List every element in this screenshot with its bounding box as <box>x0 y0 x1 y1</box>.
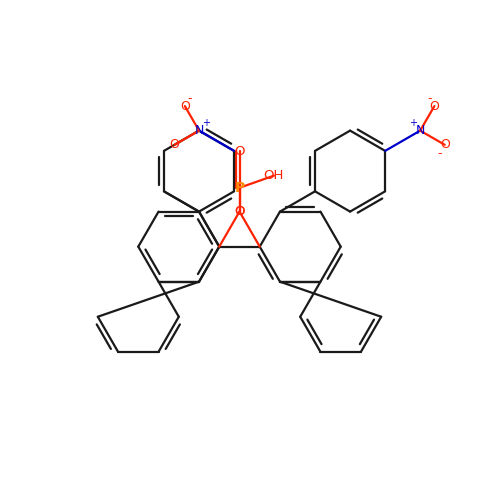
Text: O: O <box>430 100 439 113</box>
Text: O: O <box>234 145 245 158</box>
Text: O: O <box>440 138 450 151</box>
Text: -: - <box>187 92 192 105</box>
Text: -: - <box>438 147 442 160</box>
Text: +: + <box>409 118 417 128</box>
Text: O: O <box>170 138 180 151</box>
Text: -: - <box>427 92 432 105</box>
Text: O: O <box>234 205 245 218</box>
Text: N: N <box>415 124 425 137</box>
Text: O: O <box>234 205 245 218</box>
Text: N: N <box>194 124 204 137</box>
Text: +: + <box>202 118 210 128</box>
Text: P: P <box>234 181 245 195</box>
Text: O: O <box>180 100 190 113</box>
Text: OH: OH <box>264 169 284 182</box>
